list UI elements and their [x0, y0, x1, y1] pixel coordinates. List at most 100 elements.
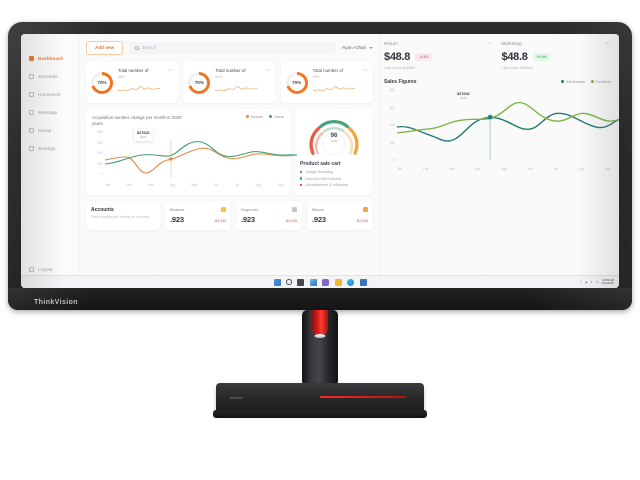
acquisition-header: Acquisition number change per month in 2… — [92, 115, 284, 127]
donut-percent: 70% — [194, 80, 204, 86]
list-item[interactable]: Advertisement & Influencer — [300, 183, 368, 187]
add-new-button[interactable]: Add new — [86, 41, 124, 55]
search-icon[interactable] — [286, 279, 292, 285]
tooltip-label: April — [460, 96, 467, 100]
trend-up-icon[interactable]: ↗ — [487, 41, 492, 47]
kpi-card-marketing: Marketing ↗ $48.8 +2.4% Last years $3264… — [502, 41, 612, 70]
coin-card-binance[interactable]: Binance .923 -$4.345 — [165, 201, 231, 231]
wifi-icon[interactable]: ▲ — [584, 280, 588, 284]
battery-icon[interactable]: ▭ — [595, 280, 599, 284]
gauge-chart — [309, 120, 359, 156]
donut-percent: 70% — [292, 80, 302, 86]
x-tick: Feb — [126, 183, 132, 188]
sidebar-spacer — [21, 160, 78, 263]
y-tick: 200 — [389, 140, 395, 145]
accounts-subtitle: Start investing and trading on currency — [91, 215, 150, 220]
trend-up-icon[interactable]: ↗ — [604, 41, 609, 47]
donut-chart: 70% — [285, 71, 308, 94]
donut-chart: 70% — [91, 71, 113, 94]
clock-time: 10:09 AM — [602, 277, 614, 282]
stat-cards-row: ••• 70% Total number of 65% — [86, 61, 373, 104]
store-icon[interactable] — [359, 278, 367, 286]
chevron-up-icon[interactable]: ^ — [580, 280, 582, 284]
card-menu-icon[interactable]: ••• — [167, 66, 174, 72]
sidebar-item-homework[interactable]: Homework — [24, 88, 75, 101]
mid-row: Acquisition number change per month in 2… — [86, 109, 373, 196]
sound-icon[interactable]: ◖ — [590, 280, 593, 284]
acquisition-card: Acquisition number change per month in 2… — [86, 109, 297, 196]
task-view-icon[interactable] — [297, 278, 304, 286]
legend-label: Income — [250, 115, 264, 120]
legend-item-furniture[interactable]: Furniture — [590, 80, 611, 84]
coin-logo-icon — [221, 207, 226, 213]
acquisition-plot — [105, 140, 297, 179]
x-tick: Jul — [553, 167, 558, 171]
legend-item-income[interactable]: Income — [245, 115, 264, 120]
donut-percent: 70% — [97, 80, 107, 86]
coin-name: Dogecoin — [241, 207, 258, 213]
x-tick: May — [500, 167, 507, 171]
y-tick: 0 — [393, 158, 395, 162]
legend-item-electronics[interactable]: Electronics — [561, 80, 585, 84]
legend-item-users[interactable]: Users — [269, 115, 284, 119]
stat-card[interactable]: ••• 70% Total number of 65% — [86, 61, 179, 104]
edge-icon[interactable] — [347, 278, 354, 286]
kpi-card-return: Return ↗ $48.8 -3.4% Last years $32640 — [384, 41, 494, 70]
kpi-amount-row: $48.8 +2.4% — [502, 51, 612, 63]
sidebar-item-logout[interactable]: Logout — [24, 263, 75, 276]
legend-label: Furniture — [595, 80, 611, 84]
list-item[interactable]: Discount Gift Products — [300, 177, 368, 181]
accounts-row: Accounts Start investing and trading on … — [86, 201, 373, 231]
taskbar-clock[interactable]: 10:09 AM 3/11/2022 — [602, 277, 614, 285]
list-item[interactable]: Gadget Branding — [300, 170, 368, 174]
stat-meta: Total number of 65% — [117, 68, 173, 98]
kpi-row: Return ↗ $48.8 -3.4% Last years $32640 M… — [384, 41, 611, 70]
coin-header: Bitcoin — [312, 207, 368, 213]
card-menu-icon[interactable]: ••• — [265, 66, 271, 72]
kpi-amount-row: $48.8 -3.4% — [384, 51, 494, 63]
kpi-label: Return — [384, 41, 398, 46]
kpi-last-year: Last years $32640 — [501, 66, 533, 70]
search-input[interactable]: Search — [129, 42, 337, 54]
stat-card[interactable]: ••• 70% Total number of 65% — [183, 61, 276, 104]
user-menu[interactable]: Ryan Azhari — [342, 45, 373, 50]
users-icon — [29, 128, 34, 133]
stat-sub: 65% — [215, 75, 223, 80]
y-tick: 800 — [97, 130, 103, 135]
legend-swatch-icon — [269, 115, 273, 119]
chat-icon[interactable] — [322, 278, 329, 286]
stand-cable-hole — [314, 334, 326, 338]
sidebar-item-label: Dashboard — [38, 56, 63, 61]
main-area: Add new Search Ryan Azhari — [79, 34, 619, 288]
x-tick: Sept — [604, 167, 611, 171]
file-explorer-icon[interactable] — [334, 278, 342, 286]
status-badge: -3.4% — [415, 53, 433, 61]
card-menu-icon[interactable]: ••• — [362, 66, 368, 72]
sidebar-item-group[interactable]: Group — [24, 124, 75, 137]
monitor-stand-neck — [302, 310, 338, 386]
stat-card[interactable]: ••• 70% Total number of 65% — [280, 61, 373, 104]
start-icon[interactable] — [273, 278, 281, 286]
sidebar-item-schedule[interactable]: Schedule — [24, 70, 75, 83]
right-column: Return ↗ $48.8 -3.4% Last years $32640 M… — [379, 34, 619, 288]
list-item-label: Gadget Branding — [305, 170, 333, 175]
chart-tooltip: $27632 April — [134, 129, 153, 142]
coin-card-dogecoin[interactable]: Dogecoin .923 -$4.345 — [236, 201, 302, 231]
widgets-icon[interactable] — [309, 278, 317, 286]
sales-chart: 800 600 400 200 0 $27632 April — [384, 88, 619, 171]
coin-value: .923 — [170, 215, 184, 225]
tooltip-label: April — [140, 135, 147, 140]
legend-label: Electronics — [566, 80, 585, 84]
sidebar-item-settings[interactable]: Settings — [24, 142, 75, 155]
coin-value: .923 — [312, 215, 326, 225]
sidebar-item-message[interactable]: Message — [24, 106, 75, 119]
acquisition-legend: Income Users — [245, 115, 284, 120]
sidebar-item-dashboard[interactable]: Dashboard — [24, 52, 75, 65]
y-axis-ticks: 800 600 400 200 0 — [92, 130, 103, 176]
coin-card-bitcoin[interactable]: Bitcoin .923 -$4.345 — [307, 201, 373, 231]
coin-body: .923 -$4.345 — [170, 215, 226, 224]
user-name: Ryan Azhari — [342, 45, 366, 51]
product-sale-cart-title: Product sale cart — [300, 161, 341, 168]
coin-logo-icon — [292, 207, 297, 213]
stat-meta: Total number of 65% — [312, 68, 368, 98]
